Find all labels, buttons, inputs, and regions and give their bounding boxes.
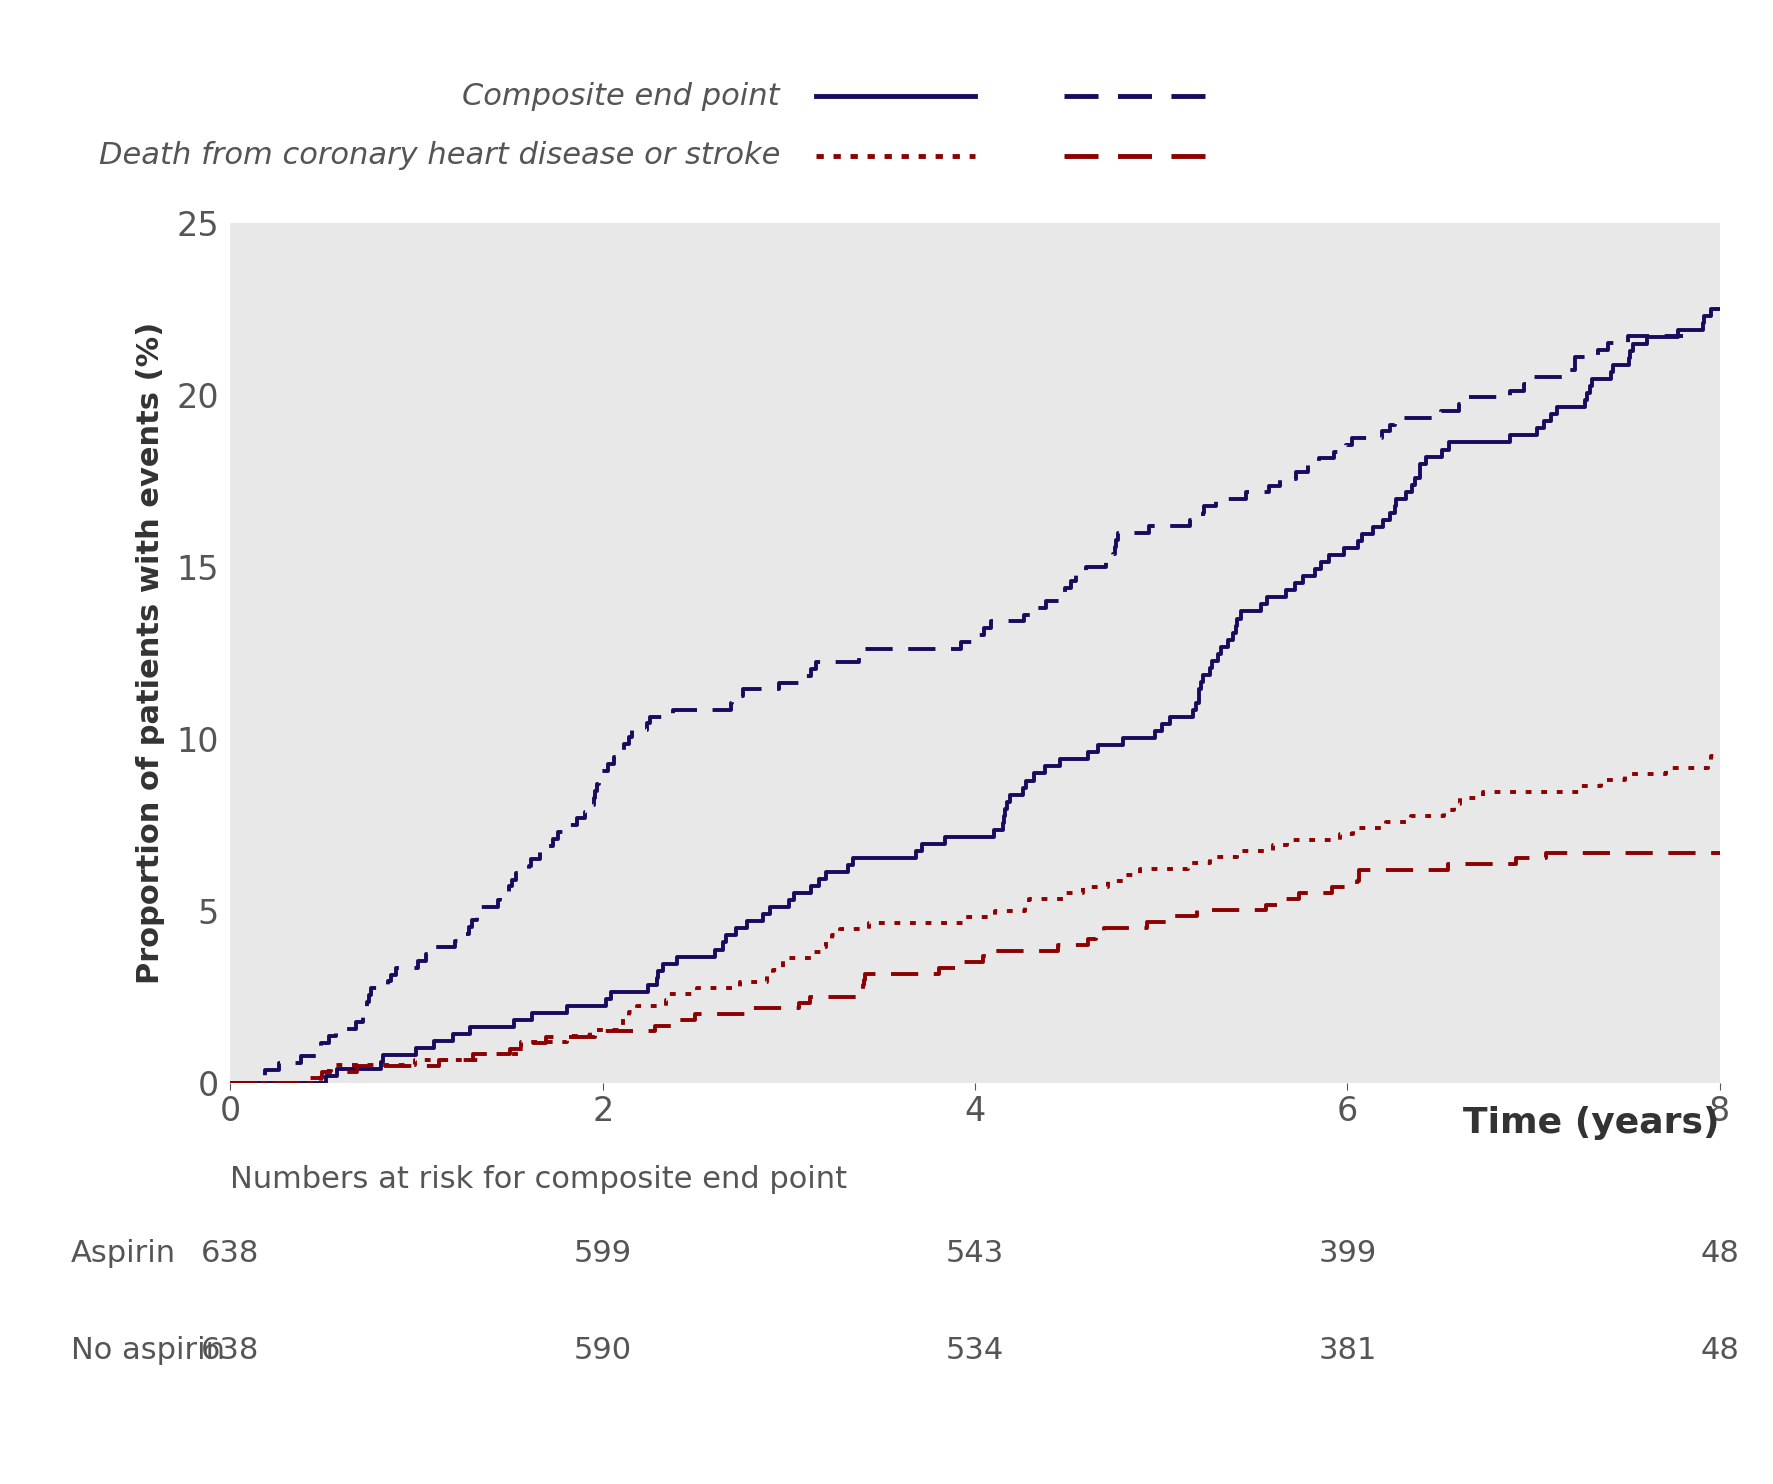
Text: Composite end point: Composite end point (463, 82, 780, 111)
Text: No aspirin: No aspirin (71, 1336, 225, 1365)
Text: 48: 48 (1700, 1336, 1739, 1365)
Text: 638: 638 (202, 1336, 259, 1365)
Text: 590: 590 (574, 1336, 631, 1365)
Text: 638: 638 (202, 1239, 259, 1269)
Text: Aspirin: Aspirin (71, 1239, 176, 1269)
Text: 48: 48 (1700, 1239, 1739, 1269)
Text: Death from coronary heart disease or stroke: Death from coronary heart disease or str… (99, 141, 780, 171)
Y-axis label: Proportion of patients with events (%): Proportion of patients with events (%) (137, 322, 165, 984)
Text: 543: 543 (947, 1239, 1004, 1269)
Text: 599: 599 (574, 1239, 631, 1269)
Text: Numbers at risk for composite end point: Numbers at risk for composite end point (230, 1165, 847, 1195)
Text: 534: 534 (947, 1336, 1004, 1365)
Text: Time (years): Time (years) (1463, 1106, 1720, 1140)
Text: 381: 381 (1319, 1336, 1376, 1365)
Text: 399: 399 (1319, 1239, 1376, 1269)
